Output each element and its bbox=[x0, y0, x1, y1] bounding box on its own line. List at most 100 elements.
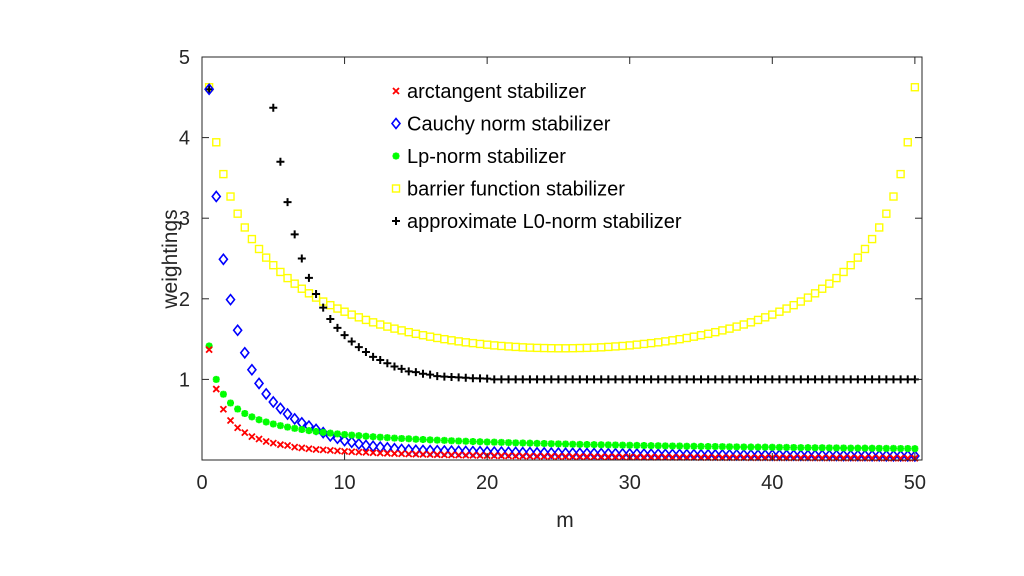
data-point bbox=[390, 362, 399, 371]
legend-marker-icon bbox=[391, 184, 401, 193]
data-point bbox=[225, 293, 236, 306]
data-point bbox=[596, 447, 607, 460]
data-point bbox=[682, 375, 691, 384]
data-point bbox=[289, 412, 300, 426]
data-point bbox=[889, 444, 897, 452]
data-point bbox=[554, 452, 563, 461]
data-point bbox=[212, 138, 221, 147]
data-point bbox=[411, 368, 420, 377]
data-point bbox=[204, 82, 215, 96]
legend-item: Cauchy norm stabilizer bbox=[390, 114, 611, 136]
data-point bbox=[246, 363, 257, 377]
legend-item: arctangent stabilizer bbox=[392, 81, 586, 103]
data-point bbox=[510, 446, 521, 459]
data-point bbox=[882, 444, 890, 452]
data-point bbox=[276, 267, 285, 277]
data-point bbox=[519, 452, 527, 460]
data-point bbox=[539, 446, 550, 460]
data-point bbox=[426, 436, 434, 444]
data-point bbox=[845, 449, 856, 462]
legend-label: approximate L0-norm stabilizer bbox=[407, 211, 682, 233]
data-point bbox=[354, 343, 363, 352]
data-point bbox=[740, 443, 748, 451]
data-point bbox=[818, 444, 826, 452]
data-point bbox=[219, 390, 227, 398]
data-point bbox=[618, 453, 627, 461]
data-point bbox=[297, 284, 307, 293]
data-point bbox=[212, 385, 220, 393]
data-point bbox=[511, 375, 520, 384]
data-point bbox=[255, 416, 263, 424]
data-point bbox=[611, 441, 619, 449]
data-point bbox=[911, 445, 919, 453]
data-point bbox=[647, 442, 655, 450]
data-point bbox=[376, 449, 384, 457]
x-tick-label: 40 bbox=[761, 472, 783, 494]
data-point bbox=[768, 375, 777, 384]
data-point bbox=[339, 434, 350, 447]
data-point bbox=[226, 192, 235, 201]
data-point bbox=[668, 453, 677, 461]
data-point bbox=[882, 375, 891, 384]
data-point bbox=[796, 375, 805, 384]
y-tick-label: 4 bbox=[179, 128, 190, 150]
data-point bbox=[909, 449, 920, 463]
data-point bbox=[568, 375, 577, 384]
axes-box bbox=[201, 56, 923, 461]
data-point bbox=[619, 441, 627, 449]
data-point bbox=[347, 337, 356, 346]
data-point bbox=[597, 453, 605, 461]
data-point bbox=[504, 375, 513, 384]
x-tick-label: 50 bbox=[904, 472, 926, 494]
data-point bbox=[212, 375, 220, 383]
y-tick-label: 1 bbox=[179, 369, 190, 391]
data-point bbox=[846, 260, 855, 270]
data-point bbox=[761, 443, 769, 451]
data-point bbox=[875, 375, 884, 384]
data-point bbox=[840, 444, 848, 452]
data-point bbox=[725, 375, 734, 384]
data-point bbox=[525, 375, 534, 384]
data-point bbox=[433, 372, 442, 381]
data-point bbox=[554, 440, 562, 448]
data-point bbox=[383, 434, 391, 442]
data-point bbox=[747, 443, 755, 451]
data-point bbox=[875, 444, 883, 452]
data-point bbox=[526, 452, 534, 460]
data-point bbox=[255, 435, 263, 443]
data-point bbox=[454, 373, 463, 382]
data-point bbox=[419, 450, 427, 458]
data-point bbox=[469, 438, 477, 446]
data-point bbox=[211, 190, 222, 203]
data-point bbox=[483, 374, 492, 383]
data-point bbox=[241, 428, 249, 437]
data-point bbox=[232, 323, 243, 337]
data-point bbox=[583, 441, 591, 449]
data-point bbox=[205, 345, 213, 354]
data-point bbox=[355, 448, 363, 456]
data-point bbox=[668, 375, 677, 384]
data-point bbox=[732, 375, 741, 384]
data-point bbox=[512, 452, 520, 460]
data-point bbox=[319, 446, 327, 454]
data-point bbox=[291, 424, 299, 432]
data-point bbox=[369, 352, 378, 361]
data-point bbox=[690, 442, 698, 450]
data-point bbox=[390, 449, 399, 458]
data-point bbox=[398, 434, 406, 442]
data-point bbox=[282, 407, 293, 421]
data-point bbox=[626, 441, 634, 449]
data-point bbox=[897, 444, 905, 452]
data-point bbox=[825, 279, 834, 288]
data-point bbox=[818, 375, 827, 384]
y-axis-label: weightings bbox=[159, 209, 182, 309]
data-point bbox=[896, 169, 905, 179]
data-point bbox=[248, 432, 256, 441]
x-tick-label: 30 bbox=[619, 472, 641, 494]
data-point bbox=[326, 446, 334, 455]
data-point bbox=[524, 446, 535, 459]
data-point bbox=[569, 452, 577, 461]
data-point bbox=[275, 402, 286, 415]
legend-label: Lp-norm stabilizer bbox=[407, 146, 566, 168]
